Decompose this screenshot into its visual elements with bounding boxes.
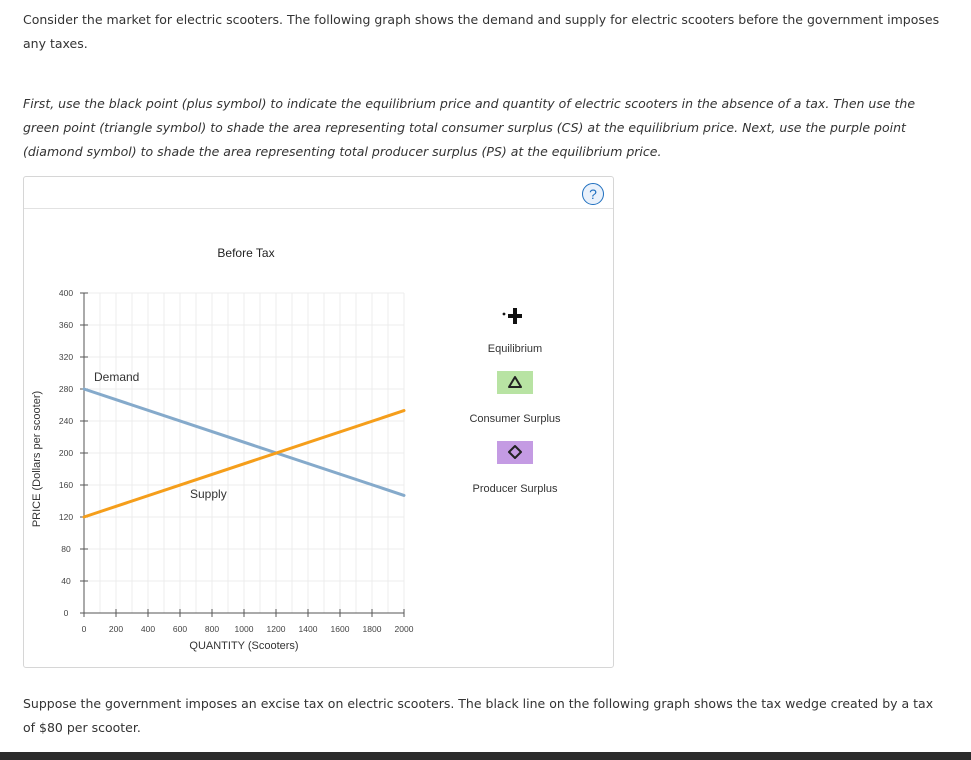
x-tick-label: 600: [173, 624, 187, 634]
instructions-text: First, use the black point (plus symbol)…: [23, 96, 916, 159]
plus-icon: [502, 308, 522, 324]
x-tick-label: 1800: [363, 624, 382, 634]
ps-swatch: [497, 441, 533, 464]
y-tick-label: 280: [59, 384, 73, 394]
chart-title: Before Tax: [217, 246, 274, 260]
demand-curve[interactable]: [82, 387, 406, 497]
x-tick-label: 800: [205, 624, 219, 634]
consumer-surplus-label: Consumer Surplus: [469, 413, 561, 425]
equilibrium-label: Equilibrium: [488, 343, 542, 355]
x-tick-label: 1000: [235, 624, 254, 634]
y-tick-label: 320: [59, 352, 73, 362]
y-tick-label: 200: [59, 448, 73, 458]
x-tick-label: 400: [141, 624, 155, 634]
x-tick-label: 200: [109, 624, 123, 634]
y-tick-label: 160: [59, 480, 73, 490]
x-tick-label: 1600: [331, 624, 350, 634]
supply-curve[interactable]: [82, 409, 406, 519]
producer-surplus-tool[interactable]: [497, 441, 533, 464]
producer-surplus-label: Producer Surplus: [473, 483, 558, 495]
y-tick-label: 240: [59, 416, 73, 426]
graph-panel: ? Before Tax 0 200 400 600 800 1000 1200 1400 16…: [23, 176, 614, 668]
followup-text: Suppose the government imposes an excise…: [23, 696, 934, 735]
panel-divider: [24, 208, 613, 209]
consumer-surplus-tool[interactable]: [497, 371, 533, 394]
supply-label: Supply: [190, 487, 227, 501]
diamond-icon: [508, 445, 522, 459]
y-tick-label: 80: [61, 544, 71, 554]
y-tick-label: 360: [59, 320, 73, 330]
equilibrium-tool[interactable]: [502, 308, 522, 324]
help-button[interactable]: ?: [582, 183, 604, 205]
triangle-icon: [508, 376, 522, 388]
x-tick-label: 1400: [299, 624, 318, 634]
axes: [80, 292, 405, 617]
y-tick-label: 120: [59, 512, 73, 522]
x-tick-label: 0: [82, 624, 87, 634]
x-tick-label: 1200: [267, 624, 286, 634]
x-axis-label: QUANTITY (Scooters): [189, 640, 298, 652]
intro-text: Consider the market for electric scooter…: [23, 12, 940, 51]
y-tick-label: 40: [61, 576, 71, 586]
y-tick-labels: 0 40 80 120 160 200 240 280 320 360 400: [59, 288, 73, 618]
x-tick-labels: 0 200 400 600 800 1000 1200 1400 1600 1800 2000: [82, 624, 414, 634]
y-tick-label: 400: [59, 288, 73, 298]
y-tick-label: 0: [64, 608, 69, 618]
demand-label: Demand: [94, 370, 139, 384]
grid: [83, 292, 405, 614]
y-axis-label: PRICE (Dollars per scooter): [31, 391, 43, 527]
graph-svg[interactable]: Before Tax 0 200 400 600 800 1000 1200 1400 1600…: [24, 209, 613, 667]
cs-swatch: [497, 371, 533, 394]
x-tick-label: 2000: [395, 624, 414, 634]
bottom-bar: [0, 752, 971, 760]
